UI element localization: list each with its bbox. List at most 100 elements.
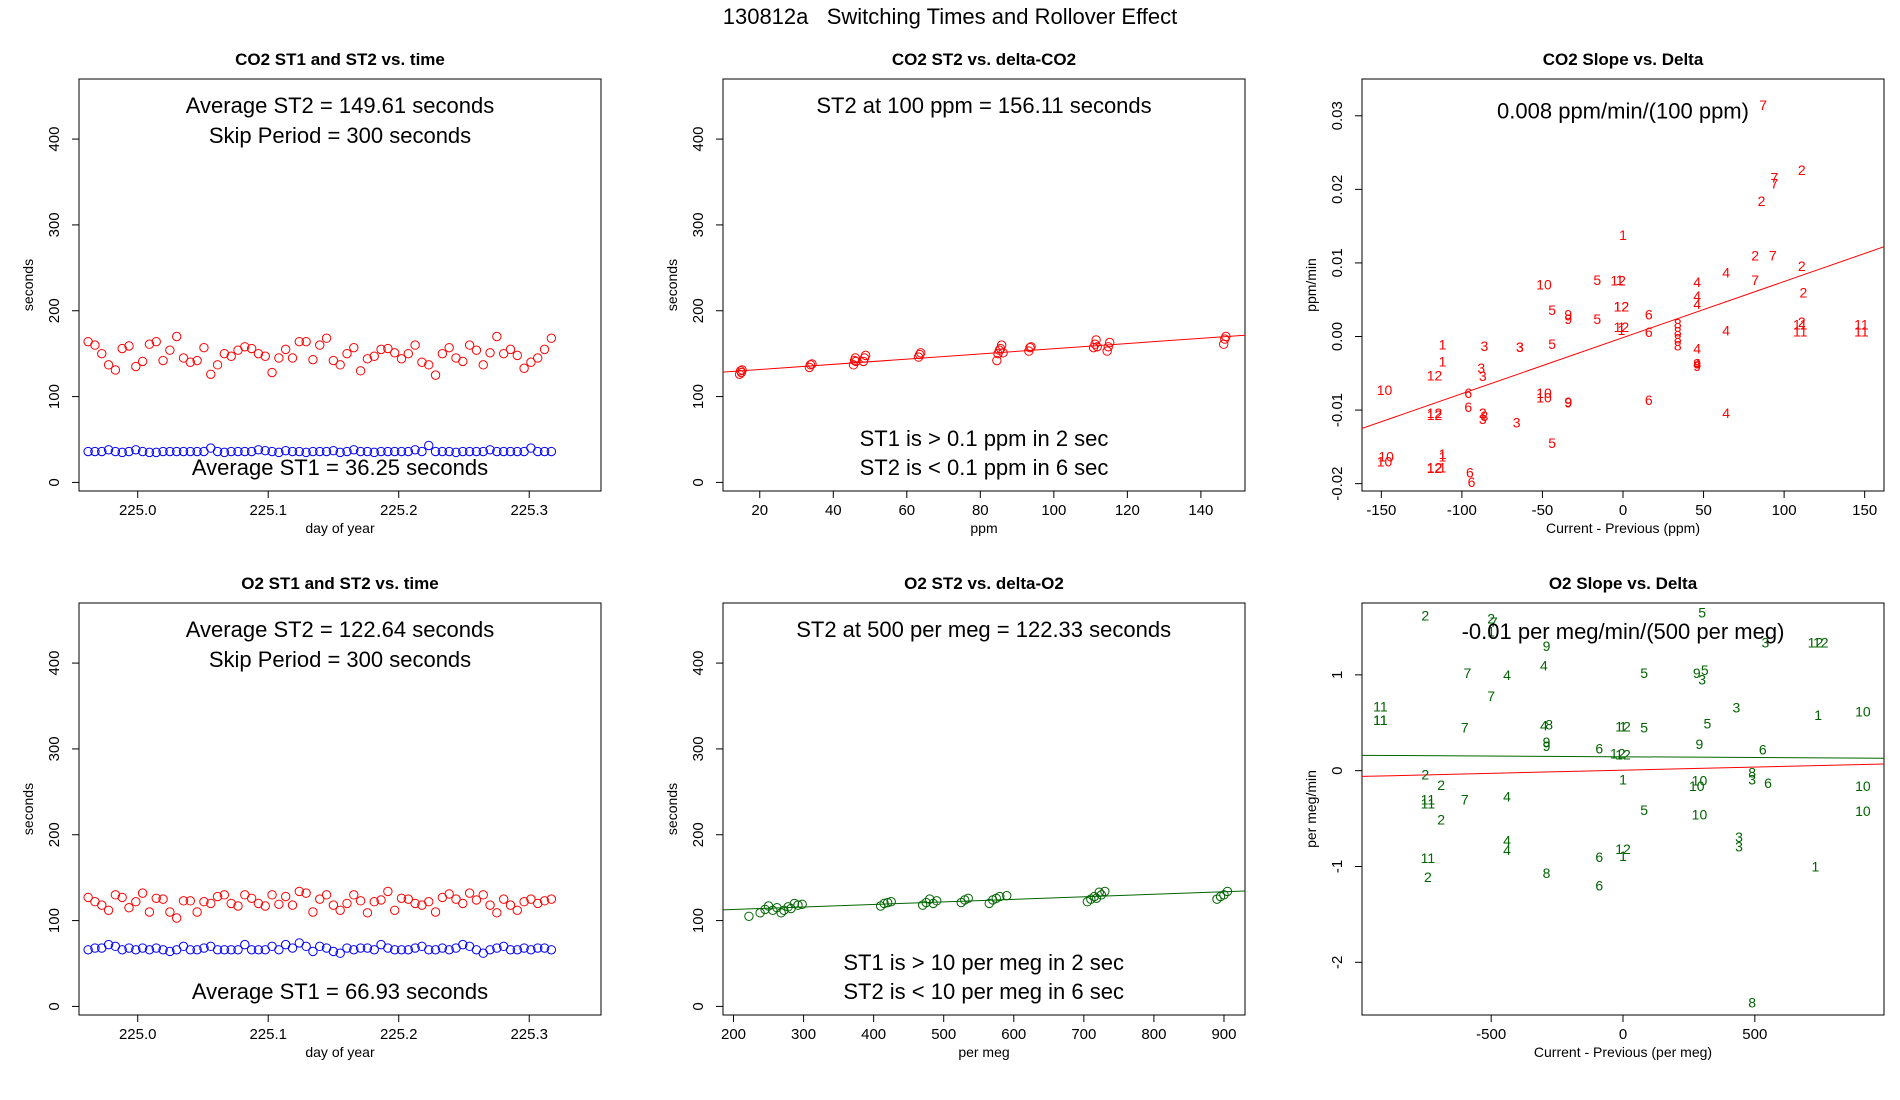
panel4-series2-point [233, 945, 243, 955]
panel6-month-label-point: 8 [1748, 995, 1756, 1011]
panel6-month-label-point: 2 [1424, 869, 1432, 885]
panel4-series1-point [206, 898, 216, 909]
panel3-month-label-point: 6 [1645, 306, 1653, 322]
panel1-series2-point [301, 447, 311, 458]
panel6-month-label-point: 3 [1732, 699, 1740, 715]
panel5-xtick-label: 600 [1001, 1026, 1026, 1043]
panel6-month-label-point: 5 [1703, 716, 1711, 732]
panel2-series1-point [1091, 335, 1101, 345]
panel1-series1-point [437, 348, 448, 359]
panel1-series2-point [233, 446, 243, 457]
panel5-series1-point [963, 893, 973, 903]
panel1-series1-point [519, 363, 529, 373]
panel5-title: O2 ST2 vs. delta-O2 [904, 574, 1064, 593]
panel4-series1-point [137, 888, 148, 898]
panel4-series1-point [246, 893, 257, 903]
panel6-month-label-point: 12 [1808, 634, 1824, 650]
panel1-series2-point [505, 446, 516, 457]
panel6-month-label-point: 8 [1748, 765, 1756, 781]
panel1-series1-point [192, 355, 202, 366]
panel3-month-label-point: 1 [1439, 448, 1447, 464]
panel4-xtick-label: 225.2 [380, 1026, 418, 1043]
panel1-ytick-label: 200 [46, 298, 63, 323]
panel3-month-label-point: 6 [1645, 324, 1653, 340]
panel4-series2-point [212, 945, 223, 955]
panel1-series1-point [226, 351, 236, 361]
panel4-series2-point [383, 943, 393, 953]
panel4-ytick-label: 300 [46, 736, 63, 761]
panel6-month-label-point: 9 [1543, 638, 1551, 654]
panel4-series1-point [342, 898, 352, 909]
panel3-month-label-point: 12 [1427, 405, 1443, 421]
panel2-series1-point [1090, 339, 1100, 349]
panel3-month-label-point: 12 [1427, 407, 1443, 423]
panel1-series2-point [369, 447, 379, 458]
panel1-series1-point [165, 345, 175, 355]
panel4-xtick-label: 225.1 [249, 1026, 287, 1043]
panel1-series1-point [444, 342, 454, 353]
panel3-month-label-point: 6 [1466, 465, 1474, 481]
panel1-series2-point [151, 447, 161, 458]
panel3-ytick-label: -0.02 [1329, 467, 1346, 501]
panel1-series2-point [383, 446, 393, 457]
panel4-series2-point [137, 943, 148, 953]
panel4-series1-point [151, 893, 161, 903]
panel4-series2-point [485, 945, 495, 955]
panel1-series2-point [246, 446, 257, 457]
panel5-series1-point [932, 896, 942, 906]
panel6-month-label-point: 11 [1373, 712, 1388, 728]
panel2-annotation: ST2 at 100 ppm = 156.11 seconds [816, 93, 1151, 118]
panel6-month-label-point: 7 [1461, 720, 1469, 736]
panel6-month-label-point: 10 [1689, 778, 1705, 794]
panel4-series2-point [526, 945, 536, 955]
panel6-month-label-point: 12 [1615, 841, 1631, 857]
panel1-series1-point [355, 366, 366, 376]
panel4-series2-point [546, 945, 557, 955]
panel2-series1-point [914, 349, 925, 360]
panel3-month-label-point: 8 [1674, 331, 1682, 347]
panel4-series2-point [355, 943, 366, 953]
panel5-series1-point [879, 898, 889, 909]
panel1-series1-point [498, 348, 509, 359]
panel5-annotation: ST2 at 500 per meg = 122.33 seconds [796, 617, 1171, 642]
panel4-series2-point [131, 945, 141, 955]
panel3-xtick-label: -100 [1447, 502, 1477, 519]
panel4-series1-point [226, 898, 236, 909]
panel5-ylabel: seconds [664, 783, 680, 835]
panel2-series1-point [1102, 346, 1112, 356]
panel1-series1-point [512, 350, 522, 361]
panel5-xtick-label: 700 [1071, 1026, 1096, 1043]
panel5-series1-point [984, 898, 994, 909]
panel4-series1-point [444, 889, 454, 899]
panel1-series2-point [546, 446, 557, 457]
panel6-ytick-label: 0 [1329, 767, 1346, 775]
panel1-series1-point [246, 343, 257, 354]
panel5-xtick-label: 900 [1211, 1026, 1236, 1043]
panel3-month-label-point: 1 [1616, 272, 1624, 288]
panel3-month-label-point: 1 [1439, 459, 1447, 475]
panel3-month-label-point: 2 [1798, 258, 1806, 274]
panel2-fit-line [723, 334, 1245, 373]
panel4-series1-point [97, 900, 107, 910]
panel3-month-label-point: 4 [1722, 323, 1730, 339]
panel4-series1-point [321, 890, 332, 900]
panel1-series1-point [417, 357, 427, 367]
panel4-series2-point [410, 943, 420, 953]
panel6-xtick-label: -500 [1476, 1026, 1506, 1043]
panel1-series1-point [212, 360, 223, 370]
panel2-xtick-label: 60 [898, 502, 915, 519]
panel1-ytick-label: 100 [46, 384, 63, 409]
panel5-series1-point [1100, 886, 1110, 897]
panel4-series2-point [396, 945, 407, 955]
panel3-month-label-point: 3 [1481, 338, 1489, 354]
panel6-month-label-point: 6 [1764, 775, 1772, 791]
panel3-month-label-point: 10 [1536, 385, 1552, 401]
panel4-series2-point [151, 943, 161, 953]
panel1-series1-point [158, 355, 168, 366]
panel3-month-label-point: 3 [1513, 415, 1521, 431]
panel4-series1-point [199, 897, 209, 907]
panel1-series1-point [362, 354, 373, 364]
panel3-month-label-point: 4 [1693, 288, 1701, 304]
panel1-series2-point [185, 446, 196, 457]
panel1-series2-point [131, 445, 141, 455]
